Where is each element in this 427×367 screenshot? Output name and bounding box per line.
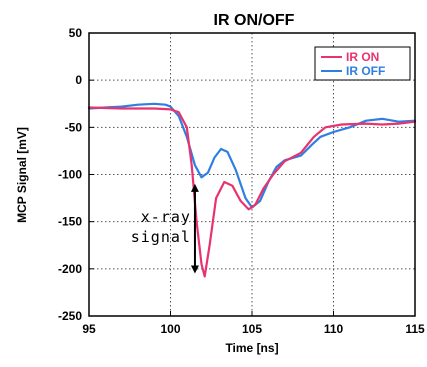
y-tick-label: -100 (58, 168, 82, 182)
y-tick-label: -200 (58, 262, 82, 276)
axis-ticks: 95 100 105 110 115 50 0 -50 -100 -150 -200 -250 (58, 26, 425, 336)
series-line-ir-on (87, 106, 417, 278)
annotation-text: signal (131, 228, 191, 246)
x-axis-label: Time [ns] (225, 341, 278, 355)
x-tick-label: 95 (82, 322, 96, 336)
legend-box (314, 46, 411, 81)
series-layer (87, 102, 417, 278)
series-line-ir-off (87, 102, 417, 209)
legend: IR ON IR OFF (314, 46, 411, 81)
annotation-arrowhead-down (190, 265, 199, 274)
y-tick-label: -250 (58, 309, 82, 323)
y-tick-label: 0 (75, 73, 82, 87)
legend-label-ir-on: IR ON (346, 50, 379, 64)
annotation-arrowhead-up (190, 183, 199, 192)
x-tick-label: 105 (242, 322, 262, 336)
legend-label-ir-off: IR OFF (346, 64, 385, 78)
x-tick-label: 100 (160, 322, 180, 336)
x-tick-label: 110 (324, 322, 344, 336)
y-tick-label: 50 (69, 26, 83, 40)
annotation-text: x-ray (141, 208, 191, 226)
y-tick-label: -150 (58, 215, 82, 229)
x-tick-label: 115 (405, 322, 425, 336)
y-axis-label: MCP Signal [mV] (15, 127, 29, 223)
grid-lines (89, 33, 415, 316)
y-tick-label: -50 (65, 120, 83, 134)
xray-annotation: x-ray signal (131, 183, 199, 274)
chart-title: IR ON/OFF (214, 12, 295, 29)
